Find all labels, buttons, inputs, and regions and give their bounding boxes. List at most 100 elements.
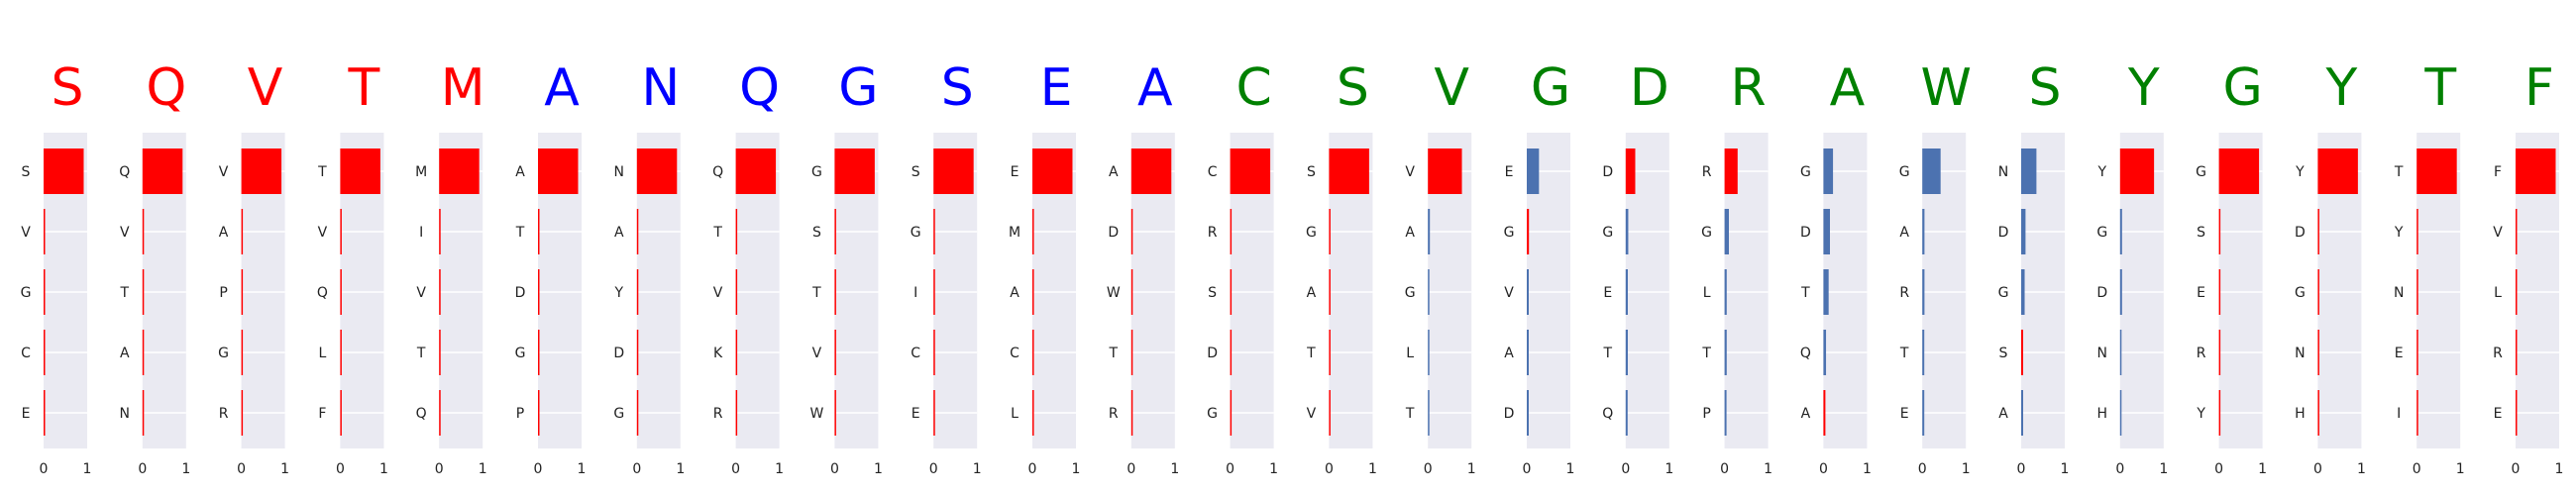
bar bbox=[1922, 209, 1925, 254]
bar bbox=[241, 209, 244, 254]
bar bbox=[933, 330, 935, 375]
position-letter: G bbox=[1531, 58, 1570, 118]
bar bbox=[1428, 209, 1431, 254]
residue-label: L bbox=[2494, 285, 2502, 301]
bar bbox=[340, 269, 342, 315]
bar bbox=[2021, 209, 2026, 254]
x-tick-label: 1 bbox=[2159, 461, 2168, 477]
residue-label: C bbox=[1010, 346, 1020, 361]
panel-22: Y Y G D N H 0 1 bbox=[2096, 58, 2168, 477]
bar bbox=[340, 330, 342, 375]
bar bbox=[1230, 148, 1271, 194]
residue-label: E bbox=[2197, 285, 2205, 301]
position-letter: C bbox=[1235, 58, 1271, 118]
panel-7: N N A Y D G 0 1 bbox=[613, 58, 685, 477]
residue-label: T bbox=[1800, 285, 1810, 301]
residue-label: S bbox=[2197, 225, 2205, 241]
residue-label: A bbox=[1010, 285, 1020, 301]
x-tick-label: 1 bbox=[1170, 461, 1179, 477]
bar bbox=[538, 148, 579, 194]
bar bbox=[142, 148, 183, 194]
residue-label: G bbox=[613, 406, 624, 422]
residue-label: A bbox=[1504, 346, 1514, 361]
x-tick-label: 1 bbox=[2258, 461, 2267, 477]
bar bbox=[636, 269, 639, 315]
bar bbox=[1724, 209, 1729, 254]
x-tick-label: 1 bbox=[1566, 461, 1575, 477]
x-tick-label: 0 bbox=[1325, 461, 1334, 477]
panel-19: A G D T Q A 0 1 bbox=[1800, 58, 1872, 477]
residue-label: D bbox=[1207, 346, 1218, 361]
panel-17: D D G E T Q 0 1 bbox=[1602, 58, 1673, 477]
x-tick-label: 0 bbox=[40, 461, 49, 477]
bar bbox=[439, 269, 441, 315]
bar bbox=[142, 330, 145, 375]
residue-label: V bbox=[713, 285, 723, 301]
residue-label: I bbox=[2397, 406, 2401, 422]
bar bbox=[241, 269, 244, 315]
residue-label: P bbox=[1702, 406, 1710, 422]
residue-label: G bbox=[1207, 406, 1218, 422]
x-tick-label: 0 bbox=[534, 461, 543, 477]
x-tick-label: 0 bbox=[1523, 461, 1532, 477]
bar bbox=[1823, 148, 1834, 194]
residue-label: T bbox=[1603, 346, 1613, 361]
bar bbox=[538, 330, 540, 375]
bar bbox=[142, 209, 145, 254]
x-tick-label: 1 bbox=[2456, 461, 2465, 477]
position-letter: S bbox=[51, 58, 83, 118]
x-tick-label: 0 bbox=[1819, 461, 1828, 477]
bar bbox=[1032, 209, 1034, 254]
bar bbox=[44, 390, 46, 436]
residue-label: G bbox=[811, 164, 822, 180]
bar bbox=[2218, 269, 2221, 315]
residue-label: E bbox=[912, 406, 920, 422]
bar bbox=[241, 390, 244, 436]
residue-label: V bbox=[318, 225, 328, 241]
residue-label: G bbox=[1602, 225, 1613, 241]
position-letter: S bbox=[941, 58, 974, 118]
x-tick-label: 0 bbox=[2413, 461, 2421, 477]
residue-label: T bbox=[515, 225, 525, 241]
bar bbox=[44, 209, 46, 254]
x-tick-label: 0 bbox=[2214, 461, 2223, 477]
residue-label: A bbox=[120, 346, 130, 361]
residue-label: V bbox=[1504, 285, 1514, 301]
residue-label: P bbox=[219, 285, 227, 301]
residue-label: I bbox=[913, 285, 917, 301]
x-tick-label: 0 bbox=[929, 461, 938, 477]
residue-label: G bbox=[21, 285, 32, 301]
residue-label: D bbox=[2295, 225, 2306, 241]
bar bbox=[1428, 390, 1430, 436]
x-tick-label: 1 bbox=[2061, 461, 2070, 477]
residue-label: V bbox=[416, 285, 426, 301]
bar bbox=[1428, 269, 1430, 315]
bar bbox=[1625, 330, 1628, 375]
bar bbox=[1329, 390, 1331, 436]
residue-label: K bbox=[713, 346, 723, 361]
bar bbox=[834, 209, 836, 254]
residue-label: V bbox=[1405, 164, 1415, 180]
bar bbox=[1922, 148, 1941, 194]
residue-label: A bbox=[1307, 285, 1317, 301]
residue-label: Q bbox=[317, 285, 328, 301]
x-tick-label: 1 bbox=[1764, 461, 1772, 477]
panel-5: M M I V T Q 0 1 bbox=[415, 58, 487, 477]
bar bbox=[2119, 330, 2122, 375]
panel-23: G G S E R Y 0 1 bbox=[2196, 58, 2267, 477]
residue-label: E bbox=[2395, 346, 2404, 361]
bar bbox=[933, 148, 974, 194]
bar bbox=[439, 330, 441, 375]
residue-label: R bbox=[713, 406, 723, 422]
bar bbox=[1922, 390, 1925, 436]
position-letter: A bbox=[1137, 58, 1173, 118]
residue-label: E bbox=[1505, 164, 1514, 180]
x-tick-label: 1 bbox=[1368, 461, 1377, 477]
bar bbox=[439, 390, 441, 436]
bar bbox=[2119, 209, 2122, 254]
position-letter: N bbox=[641, 58, 680, 118]
bar bbox=[2119, 390, 2122, 436]
bar bbox=[439, 148, 480, 194]
bar bbox=[2317, 390, 2319, 436]
